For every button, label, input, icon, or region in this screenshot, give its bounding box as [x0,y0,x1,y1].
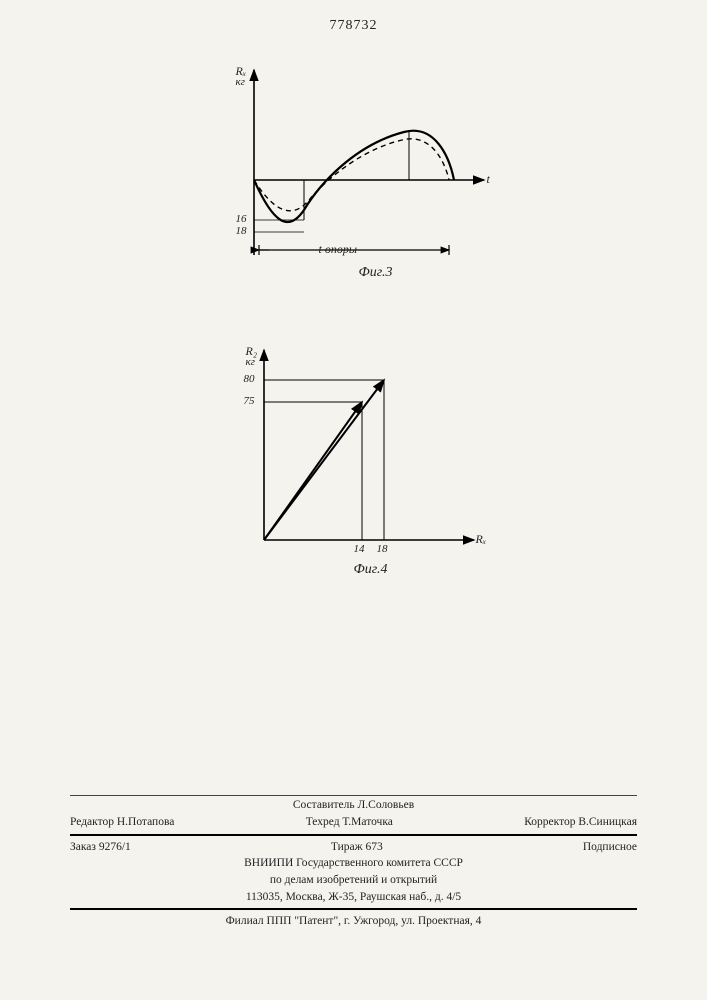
fig3-x-label: t [487,172,490,187]
divider [70,795,637,796]
figure-3: Rₓ кг t 16 18 t опоры Фиг.3 [204,60,504,295]
fig3-tick-16: 16 [236,213,247,225]
branch: Филиал ППП "Патент", г. Ужгород, ул. Про… [70,913,637,930]
org-line3: 113035, Москва, Ж-35, Раушская наб., д. … [70,889,637,906]
fig4-tick-18: 18 [377,543,388,555]
divider-thick-2 [70,908,637,910]
fig4-tick-75: 75 [244,395,255,407]
fig4-tick-14: 14 [354,543,365,555]
order: Заказ 9276/1 [70,839,131,856]
tirazh: Тираж 673 [331,839,383,856]
subscription: Подписное [583,839,637,856]
editor: Редактор Н.Потапова [70,814,174,831]
compiler-label: Составитель [293,799,355,811]
fig4-caption: Фиг.4 [354,562,388,578]
org-line2: по делам изобретений и открытий [70,872,637,889]
footer: Составитель Л.Соловьев Редактор Н.Потапо… [70,794,637,930]
credits-row: Редактор Н.Потапова Техред Т.Маточка Кор… [70,814,637,831]
fig4-y-unit: кг [246,356,255,368]
org-line1: ВНИИПИ Государственного комитета СССР [70,855,637,872]
figure-4: R₂ кг 80 75 14 18 Rₓ Фиг.4 [204,340,504,600]
divider-thick [70,834,637,836]
techred: Техред Т.Маточка [306,814,393,831]
fig3-caption: Фиг.3 [359,265,393,281]
compiler-line: Составитель Л.Соловьев [70,797,637,814]
fig3-t-label: t опоры [319,242,357,257]
fig4-x-label: Rₓ [476,532,487,547]
corrector: Корректор В.Синицкая [524,814,637,831]
fig3-chart [204,60,504,295]
fig3-y-unit: кг [236,76,245,88]
page-number: 778732 [330,18,378,34]
fig4-tick-80: 80 [244,373,255,385]
order-row: Заказ 9276/1 Тираж 673 Подписное [70,839,637,856]
compiler-name: Л.Соловьев [358,799,415,811]
fig3-tick-18: 18 [236,225,247,237]
